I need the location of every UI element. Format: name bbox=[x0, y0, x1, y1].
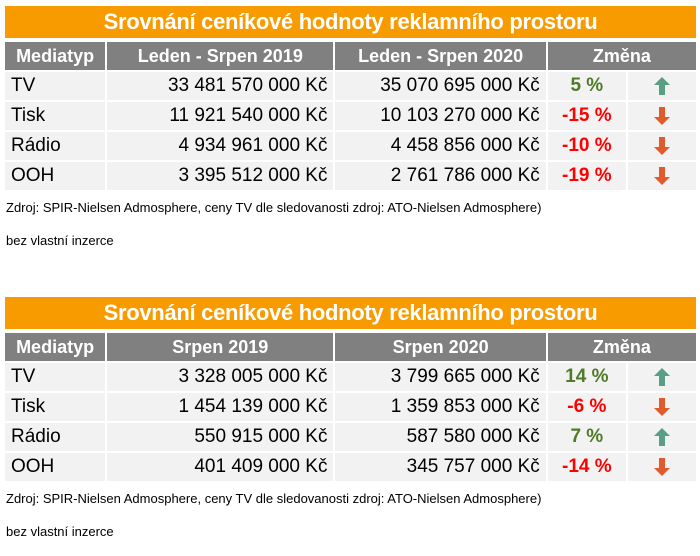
table-row: TV 3 328 005 000 Kč 3 799 665 000 Kč 14 … bbox=[5, 363, 696, 391]
value-period-2: 10 103 270 000 Kč bbox=[335, 102, 546, 130]
value-period-1: 11 921 540 000 Kč bbox=[107, 102, 334, 130]
comparison-table-block: Srovnání ceníkové hodnoty reklamního pro… bbox=[5, 6, 696, 248]
source-note: Zdroj: SPIR-Nielsen Admosphere, ceny TV … bbox=[6, 200, 542, 215]
change-percent: -14 % bbox=[547, 453, 626, 481]
table-row: Tisk 11 921 540 000 Kč 10 103 270 000 Kč… bbox=[5, 102, 696, 130]
header-period-2: Srpen 2020 bbox=[335, 333, 546, 361]
table-row: Tisk 1 454 139 000 Kč 1 359 853 000 Kč -… bbox=[5, 393, 696, 421]
source-note: Zdroj: SPIR-Nielsen Admosphere, ceny TV … bbox=[6, 491, 542, 506]
value-period-1: 3 395 512 000 Kč bbox=[107, 162, 334, 190]
arrow-up-icon bbox=[627, 363, 696, 391]
value-period-1: 3 328 005 000 Kč bbox=[107, 363, 334, 391]
value-period-2: 345 757 000 Kč bbox=[335, 453, 546, 481]
media-type: Tisk bbox=[5, 393, 106, 421]
media-type: Tisk bbox=[5, 102, 106, 130]
media-type: OOH bbox=[5, 453, 106, 481]
header-period-1: Leden - Srpen 2019 bbox=[107, 42, 334, 70]
media-type: TV bbox=[5, 363, 106, 391]
table-row: Rádio 4 934 961 000 Kč 4 458 856 000 Kč … bbox=[5, 132, 696, 160]
footnote: bez vlastní inzerce bbox=[6, 524, 114, 539]
table-title: Srovnání ceníkové hodnoty reklamního pro… bbox=[5, 297, 696, 329]
media-type: OOH bbox=[5, 162, 106, 190]
header-mediatyp: Mediatyp bbox=[5, 42, 106, 70]
table-title: Srovnání ceníkové hodnoty reklamního pro… bbox=[5, 6, 696, 38]
change-percent: -10 % bbox=[547, 132, 626, 160]
value-period-2: 2 761 786 000 Kč bbox=[335, 162, 546, 190]
value-period-1: 401 409 000 Kč bbox=[107, 453, 334, 481]
arrow-down-icon bbox=[627, 393, 696, 421]
table-row: TV 33 481 570 000 Kč 35 070 695 000 Kč 5… bbox=[5, 72, 696, 100]
change-percent: -19 % bbox=[547, 162, 626, 190]
table-row: Rádio 550 915 000 Kč 587 580 000 Kč 7 % bbox=[5, 423, 696, 451]
footnote: bez vlastní inzerce bbox=[6, 233, 114, 248]
change-percent: 5 % bbox=[547, 72, 626, 100]
change-percent: -15 % bbox=[547, 102, 626, 130]
value-period-2: 1 359 853 000 Kč bbox=[335, 393, 546, 421]
value-period-1: 4 934 961 000 Kč bbox=[107, 132, 334, 160]
value-period-2: 4 458 856 000 Kč bbox=[335, 132, 546, 160]
value-period-2: 3 799 665 000 Kč bbox=[335, 363, 546, 391]
change-percent: 14 % bbox=[547, 363, 626, 391]
arrow-down-icon bbox=[627, 162, 696, 190]
arrow-up-icon bbox=[627, 423, 696, 451]
value-period-2: 587 580 000 Kč bbox=[335, 423, 546, 451]
media-type: Rádio bbox=[5, 132, 106, 160]
header-mediatyp: Mediatyp bbox=[5, 333, 106, 361]
header-change: Změna bbox=[547, 333, 696, 361]
value-period-1: 1 454 139 000 Kč bbox=[107, 393, 334, 421]
arrow-down-icon bbox=[627, 132, 696, 160]
arrow-up-icon bbox=[627, 72, 696, 100]
table-row: OOH 3 395 512 000 Kč 2 761 786 000 Kč -1… bbox=[5, 162, 696, 190]
change-percent: 7 % bbox=[547, 423, 626, 451]
media-type: TV bbox=[5, 72, 106, 100]
header-row: Mediatyp Srpen 2019 Srpen 2020 Změna bbox=[5, 333, 696, 361]
change-percent: -6 % bbox=[547, 393, 626, 421]
table-row: OOH 401 409 000 Kč 345 757 000 Kč -14 % bbox=[5, 453, 696, 481]
media-type: Rádio bbox=[5, 423, 106, 451]
comparison-table-block: Srovnání ceníkové hodnoty reklamního pro… bbox=[5, 297, 696, 539]
header-period-2: Leden - Srpen 2020 bbox=[335, 42, 546, 70]
value-period-1: 33 481 570 000 Kč bbox=[107, 72, 334, 100]
comparison-table: Mediatyp Leden - Srpen 2019 Leden - Srpe… bbox=[3, 40, 698, 192]
arrow-down-icon bbox=[627, 102, 696, 130]
comparison-table: Mediatyp Srpen 2019 Srpen 2020 Změna TV … bbox=[3, 331, 698, 483]
header-change: Změna bbox=[547, 42, 696, 70]
header-row: Mediatyp Leden - Srpen 2019 Leden - Srpe… bbox=[5, 42, 696, 70]
arrow-down-icon bbox=[627, 453, 696, 481]
header-period-1: Srpen 2019 bbox=[107, 333, 334, 361]
value-period-2: 35 070 695 000 Kč bbox=[335, 72, 546, 100]
value-period-1: 550 915 000 Kč bbox=[107, 423, 334, 451]
